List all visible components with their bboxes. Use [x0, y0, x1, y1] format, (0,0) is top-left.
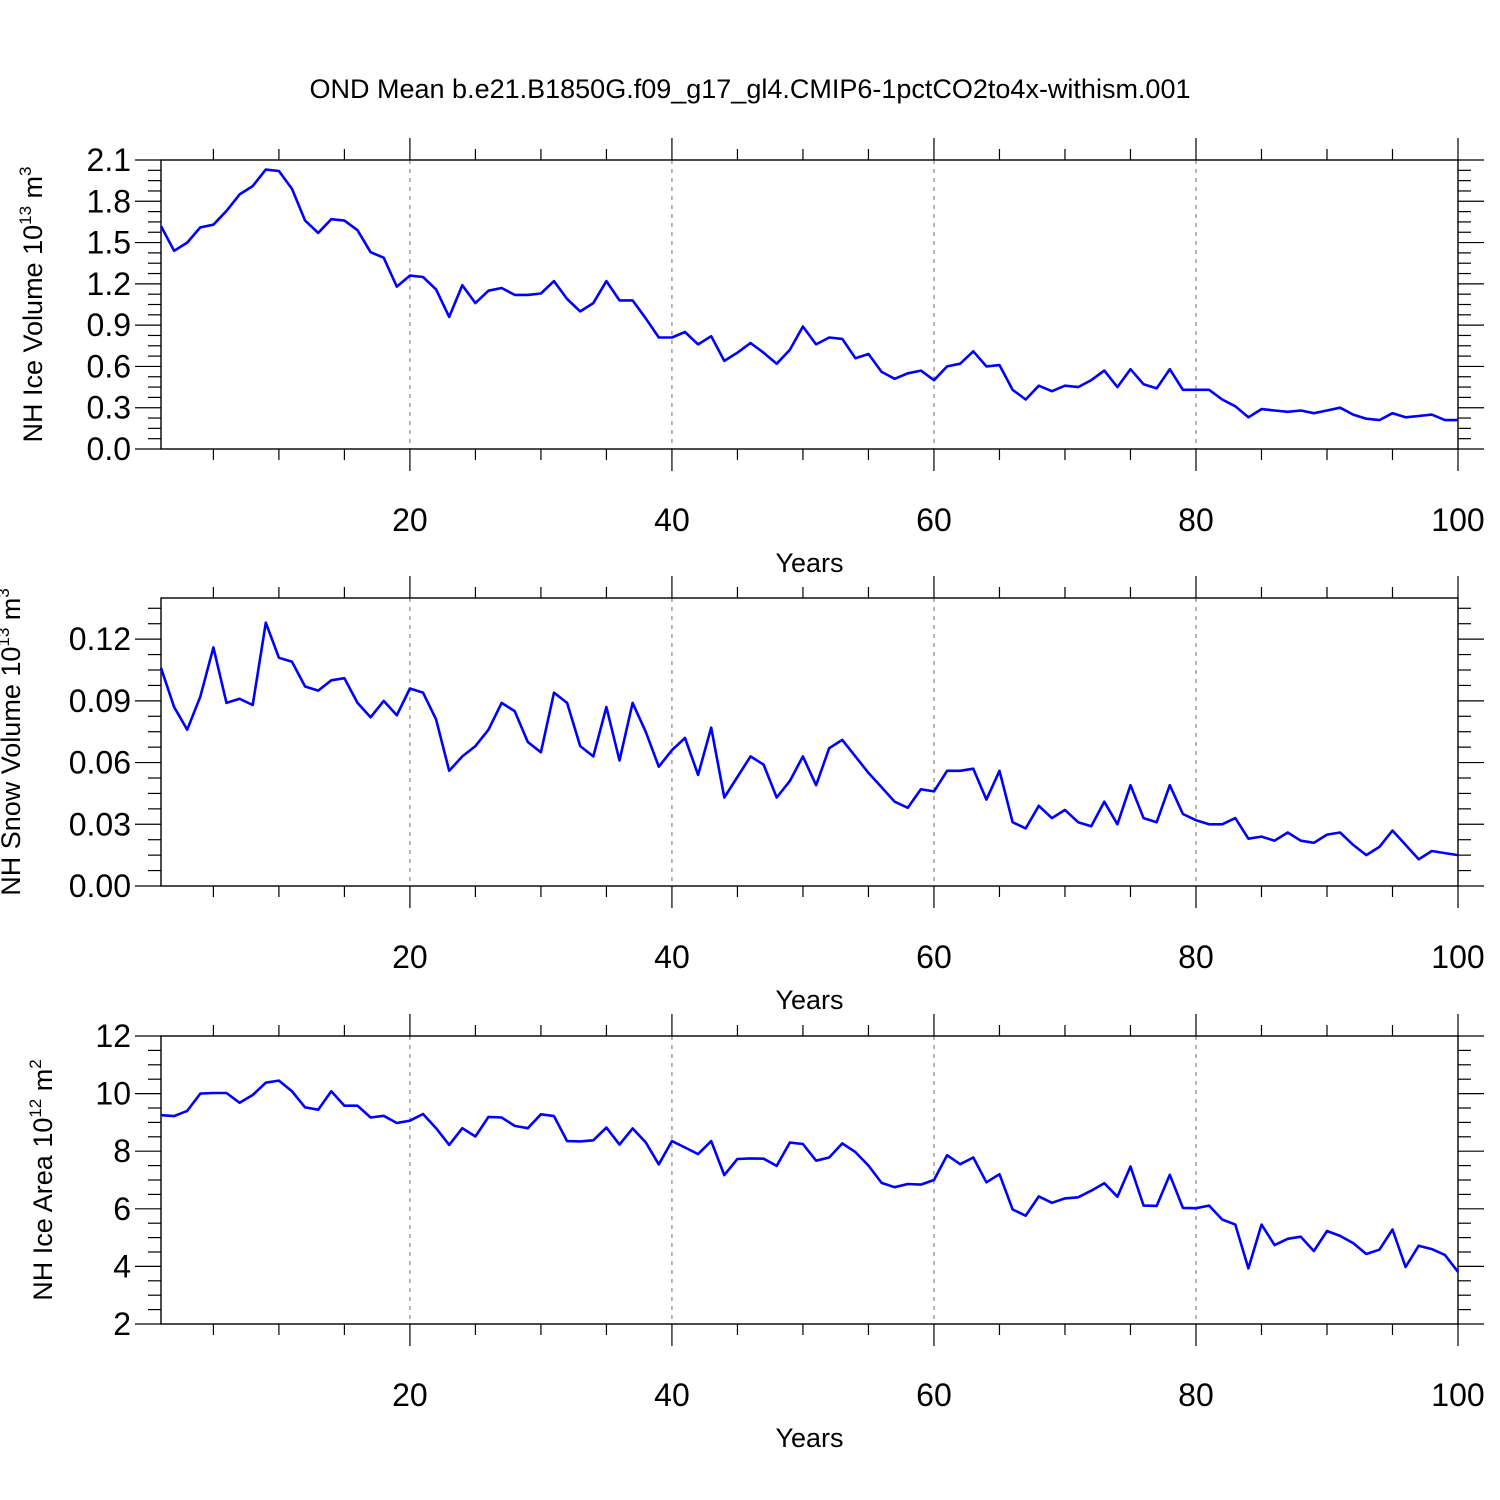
panel-2: 0.00 0.03 0.06 0.09 0.12 20 40 60 80 100 Years NH S…	[0, 576, 1485, 1015]
x-tick-label: 60	[916, 939, 952, 975]
x-tick-label: 20	[392, 939, 428, 975]
y-axis-label: NH Snow Volume 1013 m3	[0, 588, 26, 896]
y-tick-label: 12	[95, 1018, 131, 1054]
x-axis-label: Years	[775, 1423, 843, 1453]
y-axis-label-unit-exponent: 3	[0, 588, 13, 597]
series-line	[159, 621, 1459, 861]
y-tick-label: 0.0	[87, 431, 131, 467]
x-tick-label: 40	[654, 939, 690, 975]
x-axis-label: Years	[775, 548, 843, 578]
plot-frame	[160, 1035, 1459, 1325]
chart-title: OND Mean b.e21.B1850G.f09_g17_gl4.CMIP6-…	[310, 74, 1191, 104]
y-tick-label: 0.6	[87, 348, 131, 384]
y-tick-label: 0.9	[87, 307, 131, 343]
y-tick-label: 1.5	[87, 225, 131, 261]
y-tick-label: 6	[113, 1191, 131, 1227]
panel-1: 0.0 0.3 0.6 0.9 1.2 1.5 1.8 2.1 20 40 60 80 100 Years…	[16, 138, 1485, 578]
y-axis-label-unit: m	[0, 598, 26, 628]
x-tick-label: 80	[1178, 502, 1214, 538]
x-axis-label: Years	[775, 985, 843, 1015]
x-tick-label: 100	[1431, 502, 1484, 538]
plot-frame	[160, 597, 1459, 887]
plot-frame	[160, 159, 1459, 450]
y-tick-label: 0.06	[69, 745, 131, 781]
x-tick-label: 80	[1178, 939, 1214, 975]
y-axis-label-unit: m	[28, 1069, 58, 1099]
series-line	[160, 1079, 1460, 1273]
y-axis-label-exponent: 12	[26, 1099, 45, 1118]
y-tick-label: 0.03	[69, 806, 131, 842]
x-tick-label: 20	[392, 502, 428, 538]
x-tick-label: 60	[916, 1377, 952, 1413]
x-tick-label: 40	[654, 1377, 690, 1413]
y-tick-label: 0.12	[69, 621, 131, 657]
y-axis-label-text: NH Ice Area 10	[28, 1118, 58, 1301]
y-tick-label: 0.00	[69, 868, 131, 904]
panels: 0.0 0.3 0.6 0.9 1.2 1.5 1.8 2.1 20 40 60 80 100 Years…	[0, 138, 1485, 1453]
y-tick-label: 0.3	[87, 390, 131, 426]
y-tick-label: 0.09	[69, 683, 131, 719]
y-tick-label: 2.1	[87, 142, 131, 178]
y-axis-label-exponent: 13	[0, 628, 13, 647]
x-tick-label: 20	[392, 1377, 428, 1413]
y-tick-label: 2	[113, 1306, 131, 1342]
y-axis-label-unit-exponent: 3	[16, 167, 35, 176]
y-axis-label: NH Ice Area 1012 m2	[26, 1059, 58, 1300]
y-axis-label-text: NH Ice Volume 10	[18, 225, 48, 443]
y-tick-label: 1.2	[87, 266, 131, 302]
y-axis-label: NH Ice Volume 1013 m3	[16, 167, 48, 443]
y-axis-label-unit-exponent: 2	[26, 1059, 45, 1068]
y-tick-label: 10	[95, 1076, 131, 1112]
y-tick-label: 8	[113, 1133, 131, 1169]
x-tick-label: 80	[1178, 1377, 1214, 1413]
x-tick-label: 100	[1431, 939, 1484, 975]
y-tick-label: 4	[113, 1248, 131, 1284]
y-axis-label-text: NH Snow Volume 10	[0, 647, 26, 896]
x-tick-label: 60	[916, 502, 952, 538]
y-axis-label-unit: m	[18, 176, 48, 206]
series-line	[159, 168, 1458, 422]
y-tick-label: 1.8	[87, 183, 131, 219]
x-tick-label: 40	[654, 502, 690, 538]
y-axis-label-exponent: 13	[16, 206, 35, 225]
x-tick-label: 100	[1431, 1377, 1484, 1413]
